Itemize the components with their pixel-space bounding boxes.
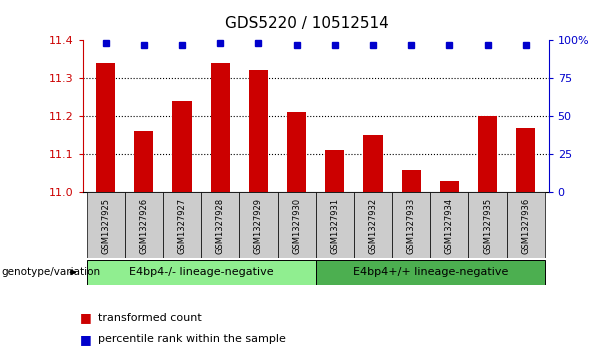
Bar [516,127,535,192]
Bar [163,192,201,258]
Bar [316,192,354,258]
Text: ■: ■ [80,311,92,324]
Bar [287,112,306,192]
Text: GSM1327935: GSM1327935 [483,197,492,254]
Text: E4bp4+/+ lineage-negative: E4bp4+/+ lineage-negative [352,267,508,277]
Bar [134,131,153,192]
Text: GSM1327932: GSM1327932 [368,197,378,254]
Text: GSM1327931: GSM1327931 [330,197,339,254]
Bar [211,63,230,192]
Text: ■: ■ [80,333,92,346]
Text: GDS5220 / 10512514: GDS5220 / 10512514 [224,16,389,31]
Bar [354,192,392,258]
Text: GSM1327929: GSM1327929 [254,197,263,254]
Text: genotype/variation: genotype/variation [2,267,101,277]
Bar [506,192,545,258]
Text: GSM1327936: GSM1327936 [521,197,530,254]
Bar [86,260,316,285]
Bar [172,101,192,192]
Bar [201,192,239,258]
Bar [364,135,383,192]
Text: percentile rank within the sample: percentile rank within the sample [98,334,286,344]
Text: GSM1327925: GSM1327925 [101,197,110,254]
Bar [96,63,115,192]
Bar [249,70,268,192]
Bar [316,260,545,285]
Text: transformed count: transformed count [98,313,202,323]
Text: GSM1327933: GSM1327933 [406,197,416,254]
Text: GSM1327926: GSM1327926 [139,197,148,254]
Bar [239,192,278,258]
Bar [402,170,421,192]
Text: GSM1327934: GSM1327934 [445,197,454,254]
Bar [278,192,316,258]
Bar [440,181,459,192]
Text: GSM1327927: GSM1327927 [178,197,186,254]
Bar [468,192,506,258]
Bar [125,192,163,258]
Text: GSM1327928: GSM1327928 [216,197,225,254]
Bar [392,192,430,258]
Bar [326,150,345,192]
Bar [86,192,125,258]
Text: E4bp4-/- lineage-negative: E4bp4-/- lineage-negative [129,267,273,277]
Text: GSM1327930: GSM1327930 [292,197,301,254]
Bar [478,116,497,192]
Bar [430,192,468,258]
